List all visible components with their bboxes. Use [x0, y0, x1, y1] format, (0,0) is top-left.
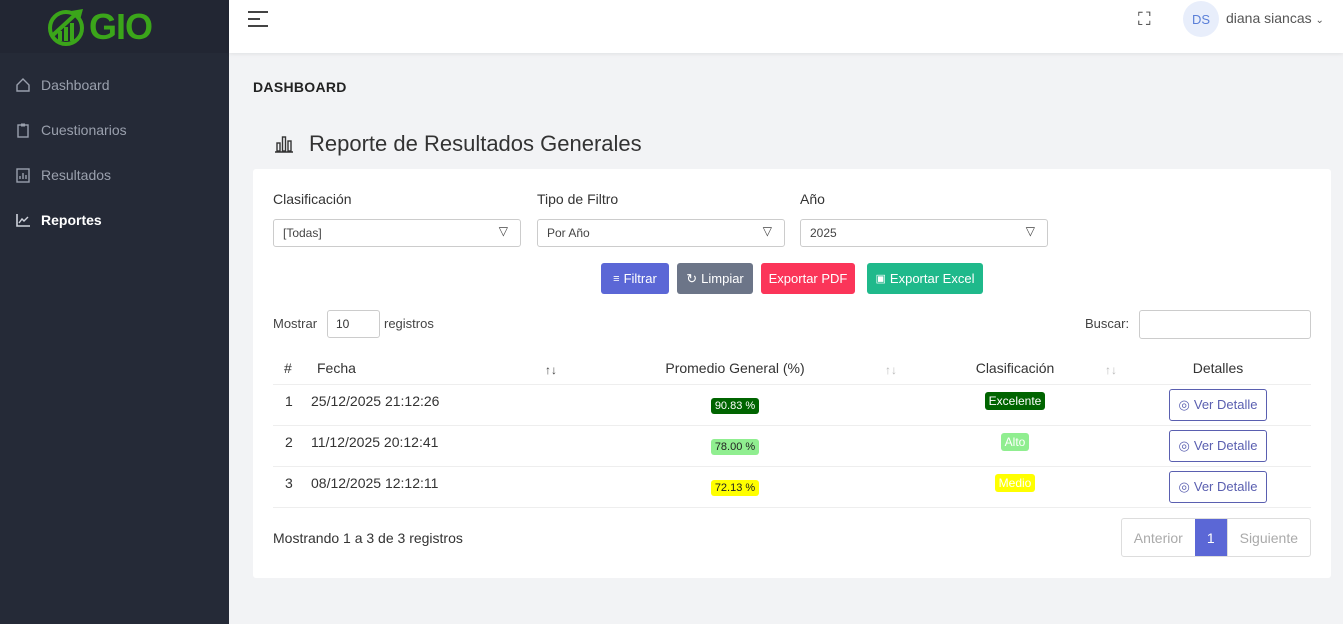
row-fecha: 25/12/2025 21:12:26	[303, 384, 565, 426]
anio-value: 2025	[810, 226, 837, 240]
table-row: 2 11/12/2025 20:12:41 78.00 % Alto ◎ Ver …	[273, 425, 1311, 467]
row-number: 3	[273, 466, 303, 508]
tipo-filtro-value: Por Año	[547, 226, 590, 240]
col-header-clasificacion[interactable]: Clasificación ↑↓	[905, 353, 1125, 385]
clasificacion-badge: Excelente	[984, 391, 1046, 410]
eye-icon: ◎	[1178, 478, 1190, 494]
tipo-filtro-label: Tipo de Filtro	[537, 191, 619, 207]
results-table: # Fecha ↑↓ Promedio General (%) ↑↓ Clasifi…	[273, 353, 1311, 508]
limpiar-button[interactable]: ↻ Limpiar	[677, 263, 753, 294]
eye-icon: ◎	[1178, 437, 1190, 453]
sidebar-item-label: Resultados	[41, 166, 112, 183]
logo[interactable]: GIO	[0, 0, 229, 53]
pagination: Anterior 1 Siguiente	[1120, 518, 1311, 557]
sort-icon: ↑↓	[885, 363, 897, 377]
sidebar-item-dashboard[interactable]: Dashboard	[0, 62, 229, 107]
excel-icon: ▣	[875, 273, 886, 285]
clasificacion-badge: Alto	[1000, 432, 1030, 451]
page-title: DASHBOARD	[253, 79, 347, 95]
anio-label: Año	[800, 191, 825, 207]
sidebar-item-resultados[interactable]: Resultados	[0, 152, 229, 197]
chevron-down-icon: ▽	[498, 224, 508, 238]
clipboard-icon	[17, 123, 29, 138]
col-header-fecha[interactable]: Fecha ↑↓	[303, 353, 565, 385]
ver-detalle-button[interactable]: ◎ Ver Detalle	[1168, 388, 1268, 421]
promedio-badge: 78.00 %	[710, 438, 760, 455]
show-prefix: Mostrar	[273, 316, 318, 331]
chevron-down-icon: ▽	[1025, 224, 1035, 238]
user-name: diana siancas	[1226, 10, 1312, 26]
exit-fullscreen-icon[interactable]: ⛶	[1138, 9, 1151, 29]
ver-detalle-label: Ver Detalle	[1193, 438, 1258, 453]
next-page-button[interactable]: Siguiente	[1226, 519, 1310, 556]
menu-toggle-icon[interactable]	[248, 11, 268, 29]
table-info: Mostrando 1 a 3 de 3 registros	[273, 530, 463, 546]
page-length-select[interactable]: 10	[327, 310, 380, 338]
row-fecha: 08/12/2025 12:12:11	[303, 466, 565, 508]
table-row: 3 08/12/2025 12:12:11 72.13 % Medio ◎ Ver…	[273, 466, 1311, 508]
growth-logo-icon	[47, 8, 84, 46]
report-icon	[16, 167, 30, 183]
report-title: Reporte de Resultados Generales	[309, 131, 642, 156]
sidebar-item-label: Cuestionarios	[41, 121, 127, 138]
user-menu[interactable]: diana siancas ⌄	[1226, 10, 1324, 26]
col-header-number[interactable]: #	[273, 353, 303, 385]
topbar: ⛶ DS diana siancas ⌄	[229, 0, 1343, 53]
ver-detalle-button[interactable]: ◎ Ver Detalle	[1168, 470, 1268, 503]
col-header-promedio[interactable]: Promedio General (%) ↑↓	[565, 353, 905, 385]
col-header-detalles: Detalles	[1125, 353, 1311, 385]
row-fecha: 11/12/2025 20:12:41	[303, 425, 565, 467]
show-suffix: registros	[384, 316, 434, 331]
sidebar-item-label: Dashboard	[41, 76, 110, 93]
bar-chart-icon	[275, 136, 293, 153]
logo-text: GIO	[88, 5, 153, 47]
search-input[interactable]	[1139, 310, 1311, 339]
chart-line-icon	[16, 213, 30, 227]
refresh-icon: ↻	[686, 270, 698, 286]
clasificacion-value: [Todas]	[283, 226, 322, 240]
previous-page-button[interactable]: Anterior	[1133, 529, 1183, 546]
exportar-excel-button[interactable]: ▣ Exportar Excel	[867, 263, 983, 294]
home-icon	[16, 77, 30, 92]
clasificacion-label: Clasificación	[273, 191, 352, 207]
exportar-pdf-button[interactable]: Exportar PDF	[761, 263, 855, 294]
ver-detalle-label: Ver Detalle	[1193, 397, 1258, 412]
table-row: 1 25/12/2025 21:12:26 90.83 % Excelente …	[273, 384, 1311, 426]
anio-select[interactable]: 2025 ▽	[800, 219, 1048, 247]
report-heading: Reporte de Resultados Generales	[274, 131, 642, 157]
clasificacion-select[interactable]: [Todas] ▽	[273, 219, 521, 247]
promedio-badge: 90.83 %	[710, 397, 760, 414]
chevron-down-icon: ⌄	[1315, 15, 1324, 26]
clasificacion-badge: Medio	[994, 473, 1036, 492]
search-label: Buscar:	[1085, 316, 1130, 331]
excel-label: Exportar Excel	[889, 271, 975, 286]
col-label: Promedio General (%)	[665, 360, 805, 377]
eye-icon: ◎	[1178, 396, 1190, 412]
avatar[interactable]: DS	[1183, 1, 1219, 37]
page-1-button[interactable]: 1	[1194, 519, 1227, 556]
sidebar: GIO Dashboard Cuestionarios Resultados R…	[0, 0, 229, 624]
row-number: 1	[273, 384, 303, 426]
sort-icon: ↑↓	[1105, 363, 1117, 377]
chevron-down-icon: ▽	[762, 224, 772, 238]
row-number: 2	[273, 425, 303, 467]
promedio-badge: 72.13 %	[710, 479, 760, 496]
sidebar-item-reportes[interactable]: Reportes	[0, 197, 229, 242]
limpiar-label: Limpiar	[701, 271, 744, 286]
sidebar-item-label: Reportes	[41, 211, 102, 228]
sidebar-item-cuestionarios[interactable]: Cuestionarios	[0, 107, 229, 152]
filter-icon: ≡	[613, 272, 620, 285]
filtrar-label: Filtrar	[623, 271, 657, 286]
ver-detalle-label: Ver Detalle	[1193, 479, 1258, 494]
tipo-filtro-select[interactable]: Por Año ▽	[537, 219, 785, 247]
col-label: Fecha	[317, 360, 356, 377]
ver-detalle-button[interactable]: ◎ Ver Detalle	[1168, 429, 1268, 462]
col-label: Clasificación	[975, 360, 1055, 377]
report-card: Clasificación [Todas] ▽ Tipo de Filtro Po…	[253, 169, 1331, 578]
sort-icon: ↑↓	[545, 363, 557, 377]
filtrar-button[interactable]: ≡ Filtrar	[601, 263, 669, 294]
